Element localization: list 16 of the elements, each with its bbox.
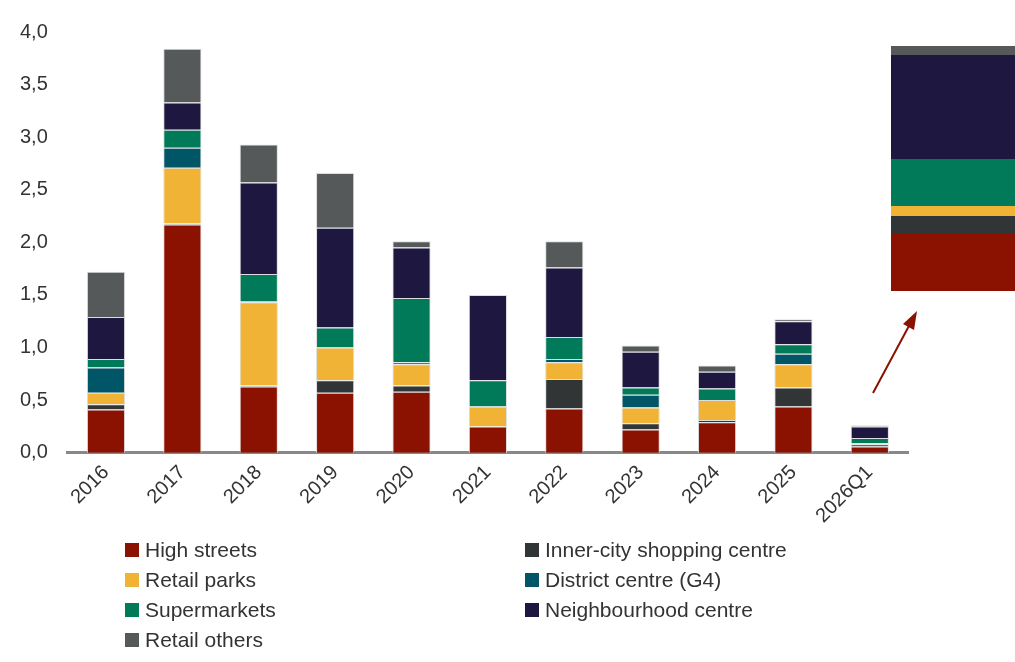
y-tick-label: 4,0 — [19, 19, 48, 42]
legend-label: District centre (G4) — [545, 567, 722, 592]
legend-label: Retail others — [145, 627, 263, 652]
y-tick-label: 3,5 — [19, 72, 48, 95]
y-tick-label: 1,5 — [19, 282, 48, 305]
legend-label: Supermarkets — [145, 597, 276, 622]
y-tick-label: 3,0 — [19, 124, 48, 147]
legend-label: High streets — [145, 537, 258, 562]
legend-label: Inner-city shopping centre — [545, 537, 787, 562]
legend-label: Retail parks — [145, 567, 256, 592]
y-tick-label: 0,0 — [19, 440, 48, 463]
y-tick-label: 2,0 — [19, 229, 48, 252]
y-tick-label: 0,5 — [19, 387, 48, 410]
legend-label: Neighbourhood centre — [545, 597, 753, 622]
y-tick-label: 2,5 — [19, 177, 48, 200]
y-tick-label: 1,0 — [19, 335, 48, 358]
